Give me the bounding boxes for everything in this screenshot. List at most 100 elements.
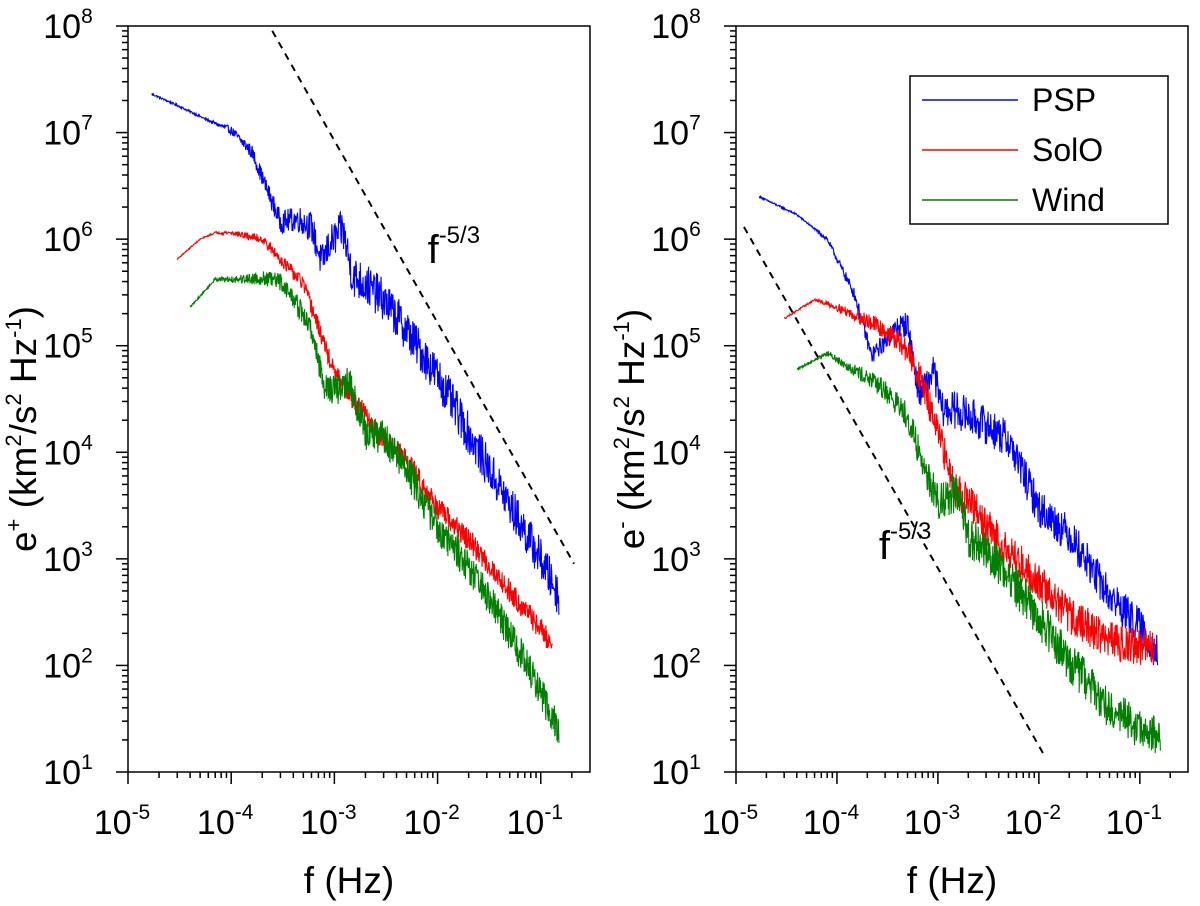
y-tick-exponent: 6: [81, 218, 93, 241]
y-tick-base: 10: [651, 328, 689, 366]
y-tick-exponent: 2: [81, 644, 93, 667]
x-tick-base: 10: [702, 804, 740, 842]
y-tick-exponent: 7: [689, 112, 701, 135]
y-title-exp: 2: [1, 393, 26, 405]
x-tick-label: 10-3: [300, 801, 357, 842]
x-tick-exponent: -3: [941, 801, 960, 824]
x-tick-base: 10: [300, 804, 338, 842]
y-title-unit: Hz: [3, 338, 44, 394]
plot-frame: [735, 25, 1189, 773]
y-tick-base: 10: [43, 221, 81, 259]
x-tick-base: 10: [507, 804, 545, 842]
x-tick-label: 10-1: [1106, 801, 1163, 842]
y-tick-exponent: 7: [81, 112, 93, 135]
y-tick-label: 108: [651, 5, 701, 46]
x-tick-exponent: -3: [338, 801, 357, 824]
series-line-psp: [151, 92, 560, 615]
x-tick-label: 10-1: [507, 801, 564, 842]
y-title-superscript: +: [1, 519, 26, 532]
y-tick-label: 104: [43, 431, 93, 472]
y-tick-exponent: 1: [81, 751, 93, 774]
x-tick-base: 10: [403, 804, 441, 842]
y-tick-base: 10: [651, 754, 689, 792]
legend-label-wind: Wind: [1032, 182, 1105, 218]
reference-line: [271, 30, 575, 565]
y-tick-base: 10: [651, 541, 689, 579]
x-tick-exponent: -1: [544, 801, 563, 824]
chart-panel-right: 10-5 10-4 10-3 10-2 10-110110210310410510610…: [609, 5, 1189, 901]
series-line-solo: [783, 297, 1156, 666]
y-tick-exponent: 8: [689, 5, 701, 28]
y-tick-label: 101: [43, 751, 93, 792]
x-tick-exponent: -5: [132, 801, 151, 824]
x-tick-label: 10-5: [702, 801, 759, 842]
y-tick-base: 10: [43, 434, 81, 472]
y-tick-exponent: 2: [689, 644, 701, 667]
y-tick-label: 108: [43, 5, 93, 46]
y-tick-exponent: 4: [689, 431, 701, 454]
y-axis-title: e- (km2/s2 Hz-1): [609, 309, 652, 550]
x-tick-base: 10: [1106, 804, 1144, 842]
y-tick-base: 10: [43, 647, 81, 685]
y-tick-label: 102: [43, 644, 93, 685]
series-line-psp: [758, 194, 1159, 666]
x-axis-title: f (Hz): [907, 860, 997, 901]
y-tick-base: 10: [43, 541, 81, 579]
y-tick-exponent: 3: [689, 538, 701, 561]
y-tick-exponent: 8: [81, 5, 93, 28]
reference-label-base: f: [879, 524, 891, 568]
y-tick-label: 107: [43, 112, 93, 153]
y-title-unit: ): [3, 306, 44, 318]
y-tick-exponent: 6: [689, 218, 701, 241]
x-tick-label: 10-4: [197, 801, 254, 842]
series-line-solo: [176, 230, 553, 649]
x-tick-base: 10: [904, 804, 942, 842]
x-tick-label: 10-4: [803, 801, 860, 842]
y-title-unit: Hz: [611, 341, 652, 397]
legend-label-solo: SolO: [1032, 132, 1103, 168]
legend: PSP SolO Wind: [909, 75, 1169, 225]
x-tick-base: 10: [197, 804, 235, 842]
x-tick-base: 10: [803, 804, 841, 842]
y-tick-label: 107: [651, 112, 701, 153]
y-tick-label: 105: [651, 325, 701, 366]
x-tick-exponent: -4: [841, 801, 860, 824]
y-tick-label: 103: [651, 538, 701, 579]
reference-label-base: f: [428, 228, 440, 272]
y-title-unit: (km: [3, 447, 44, 519]
reference-line: [743, 226, 1044, 754]
series-group: [151, 30, 575, 744]
y-tick-exponent: 1: [689, 751, 701, 774]
reference-label-exponent: -5/3: [890, 518, 931, 545]
y-title-exp: 2: [1, 434, 26, 446]
x-tick-exponent: -5: [740, 801, 759, 824]
y-tick-label: 101: [651, 751, 701, 792]
y-title-exp: 2: [609, 396, 634, 408]
x-tick-base: 10: [94, 804, 132, 842]
reference-line-label: f-5/3: [879, 518, 931, 568]
x-tick-label: 10-2: [1005, 801, 1062, 842]
y-title-exp: -1: [1, 318, 26, 338]
y-tick-label: 103: [43, 538, 93, 579]
y-title-symbol: e: [611, 529, 652, 550]
y-title-unit: ): [611, 309, 652, 321]
y-tick-exponent: 4: [81, 431, 93, 454]
y-tick-label: 104: [651, 431, 701, 472]
x-tick-exponent: -2: [1042, 801, 1061, 824]
reference-label-exponent: -5/3: [439, 222, 480, 249]
x-tick-exponent: -1: [1143, 801, 1162, 824]
x-axis-title: f (Hz): [304, 860, 394, 901]
y-tick-base: 10: [43, 115, 81, 153]
chart-panel-left: 10-5 10-4 10-3 10-2 10-110110210310410510610…: [1, 5, 591, 901]
y-tick-base: 10: [43, 8, 81, 46]
y-title-unit: /s: [611, 408, 652, 437]
series-line-wind: [796, 351, 1161, 754]
y-title-exp: 2: [609, 437, 634, 449]
y-tick-exponent: 5: [689, 325, 701, 348]
y-tick-base: 10: [651, 115, 689, 153]
x-tick-label: 10-2: [403, 801, 460, 842]
y-tick-label: 106: [651, 218, 701, 259]
plot-frame: [127, 25, 591, 773]
y-tick-base: 10: [651, 221, 689, 259]
x-tick-label: 10-5: [94, 801, 151, 842]
